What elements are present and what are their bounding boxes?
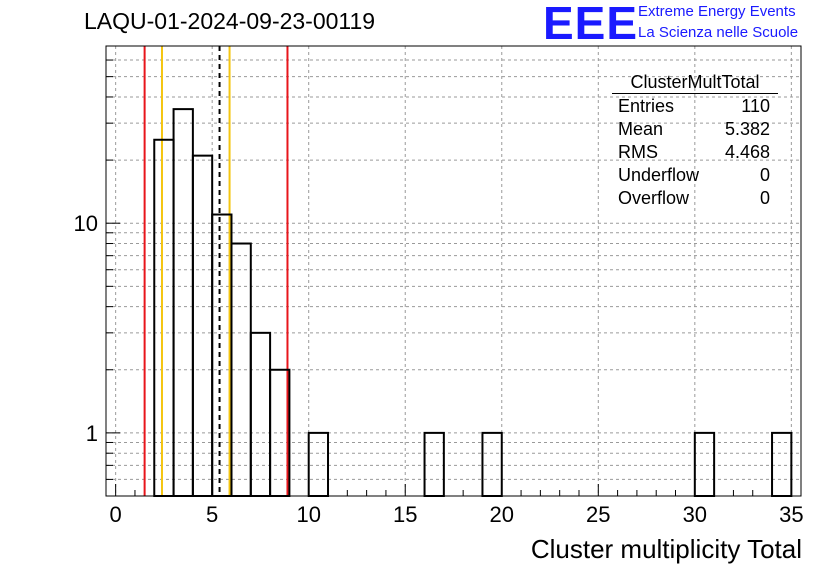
- stats-value: 110: [741, 96, 770, 116]
- stats-row-underflow: Underflow 0: [612, 164, 778, 187]
- x-tick-label: 30: [683, 502, 707, 527]
- chart-title: LAQU-01-2024-09-23-00119: [84, 8, 376, 34]
- x-tick-label: 5: [206, 502, 218, 527]
- stats-label: Overflow: [618, 188, 690, 208]
- stats-label: Entries: [618, 96, 675, 116]
- histogram-bar: [153, 138, 175, 497]
- reference-lines: [143, 46, 289, 496]
- histogram-bar: [172, 108, 194, 497]
- stats-value: 4.468: [724, 142, 770, 162]
- y-tick-label: 1: [86, 421, 98, 446]
- x-tick-label: 20: [490, 502, 514, 527]
- stats-row-rms: RMS 4.468: [612, 141, 778, 164]
- stats-box-title: ClusterMultTotal: [612, 72, 778, 94]
- grid-lines: [106, 45, 801, 497]
- histogram-bar: [423, 431, 445, 497]
- stats-row-overflow: Overflow 0: [612, 187, 778, 210]
- x-tick-label: 15: [393, 502, 417, 527]
- stats-row-mean: Mean 5.382: [612, 118, 778, 141]
- stats-value: 0: [759, 188, 770, 208]
- histogram-bar: [249, 331, 272, 497]
- x-tick-label: 35: [779, 502, 803, 527]
- logo-tagline-1: Extreme Energy Events: [638, 3, 796, 20]
- histogram-bar: [191, 154, 214, 498]
- histogram-bar: [693, 431, 716, 497]
- x-tick-label: 10: [296, 502, 320, 527]
- stats-value: 5.382: [724, 119, 770, 139]
- stats-box: ClusterMultTotal Entries 110 Mean 5.382 RM…: [612, 72, 778, 210]
- x-tick-label: 25: [586, 502, 610, 527]
- stats-label: Mean: [618, 119, 664, 139]
- x-axis-title: Cluster multiplicity Total: [530, 534, 802, 564]
- logo-tagline-2: La Scienza nelle Scuole: [638, 24, 799, 41]
- stats-label: Underflow: [618, 165, 700, 185]
- eee-logo: EEE: [543, 0, 639, 49]
- stats-row-entries: Entries 110: [612, 95, 778, 118]
- stats-value: 0: [759, 165, 770, 185]
- stats-label: RMS: [618, 142, 658, 162]
- plot-frame: [105, 45, 802, 497]
- x-tick-label: 0: [110, 502, 122, 527]
- y-tick-label: 10: [74, 211, 98, 236]
